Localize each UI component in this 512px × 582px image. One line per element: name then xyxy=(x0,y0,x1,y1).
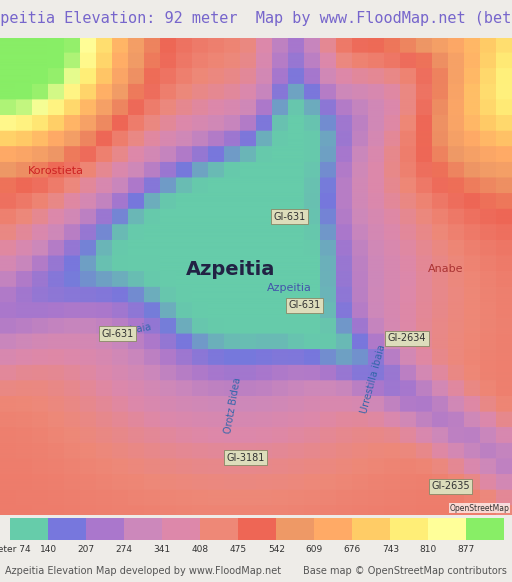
Text: Base map © OpenStreetMap contributors: Base map © OpenStreetMap contributors xyxy=(303,566,507,576)
Text: 140: 140 xyxy=(40,545,57,554)
Text: 274: 274 xyxy=(116,545,133,554)
Text: 475: 475 xyxy=(230,545,247,554)
Text: 877: 877 xyxy=(458,545,475,554)
Text: Orotz Bidea: Orotz Bidea xyxy=(223,377,243,434)
Bar xyxy=(238,518,276,540)
Text: GI-3181: GI-3181 xyxy=(227,453,265,463)
Bar xyxy=(466,518,504,540)
Text: Anabe: Anabe xyxy=(428,264,463,274)
Bar xyxy=(124,518,162,540)
Text: GI-631: GI-631 xyxy=(102,329,134,339)
Text: GI-631: GI-631 xyxy=(289,300,321,310)
Text: Azpeitia Elevation Map developed by www.FloodMap.net: Azpeitia Elevation Map developed by www.… xyxy=(5,566,281,576)
Bar xyxy=(200,518,238,540)
Text: meter 74: meter 74 xyxy=(0,545,31,554)
Bar xyxy=(276,518,314,540)
Text: 207: 207 xyxy=(78,545,95,554)
Bar xyxy=(10,518,48,540)
Text: 810: 810 xyxy=(420,545,437,554)
Text: 609: 609 xyxy=(306,545,323,554)
Text: 542: 542 xyxy=(268,545,285,554)
Text: Urola ibaia: Urola ibaia xyxy=(99,322,152,341)
Text: Azpeitia Elevation: 92 meter  Map by www.FloodMap.net (beta): Azpeitia Elevation: 92 meter Map by www.… xyxy=(0,12,512,26)
Bar xyxy=(352,518,390,540)
Bar xyxy=(162,518,200,540)
Text: GI-2635: GI-2635 xyxy=(431,481,470,491)
Text: 408: 408 xyxy=(191,545,209,554)
Text: Azpeitia: Azpeitia xyxy=(267,283,312,293)
Bar xyxy=(429,518,466,540)
Bar xyxy=(314,518,352,540)
Text: GI-631: GI-631 xyxy=(273,212,305,222)
Text: Urrestilla ibaia: Urrestilla ibaia xyxy=(360,343,388,414)
Text: Azpeitia: Azpeitia xyxy=(186,260,275,279)
Bar xyxy=(48,518,86,540)
Text: Korostieta: Korostieta xyxy=(28,166,84,176)
Bar xyxy=(86,518,124,540)
Text: 341: 341 xyxy=(154,545,171,554)
Text: 676: 676 xyxy=(344,545,361,554)
Text: 743: 743 xyxy=(382,545,399,554)
Bar xyxy=(390,518,429,540)
Text: OpenStreetMap: OpenStreetMap xyxy=(450,503,509,513)
Text: GI-2634: GI-2634 xyxy=(388,333,426,343)
